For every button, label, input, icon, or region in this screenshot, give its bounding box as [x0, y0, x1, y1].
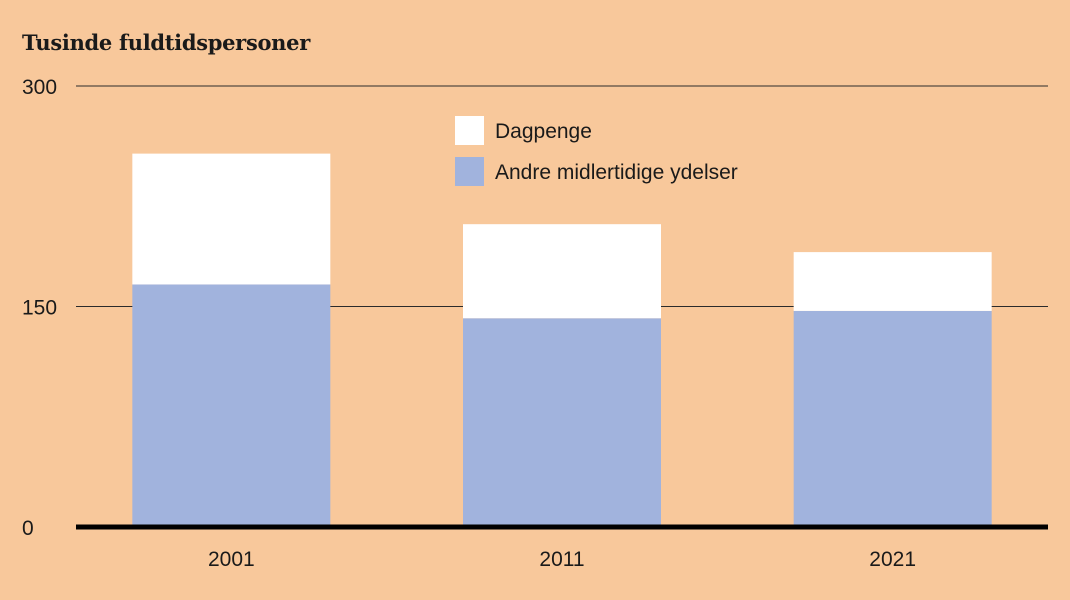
bar-segment — [463, 318, 661, 527]
y-tick-label: 150 — [22, 297, 57, 320]
bar-segment — [793, 252, 992, 311]
legend-swatch — [455, 157, 484, 186]
legend-label: Andre midlertidige ydelser — [495, 161, 738, 184]
y-tick-label: 300 — [22, 76, 57, 99]
y-tick-label: 0 — [22, 517, 34, 540]
legend-swatch — [455, 116, 484, 145]
bar-segment — [132, 153, 331, 285]
y-axis-title: Tusinde fuldtidspersoner — [22, 30, 310, 55]
bar-segment — [463, 224, 661, 319]
bar-segment — [793, 310, 992, 527]
x-tick-label: 2011 — [539, 548, 584, 571]
bar-segment — [132, 284, 331, 527]
legend-label: Dagpenge — [495, 120, 592, 143]
x-tick-label: 2021 — [869, 548, 916, 571]
x-tick-label: 2001 — [208, 548, 255, 571]
